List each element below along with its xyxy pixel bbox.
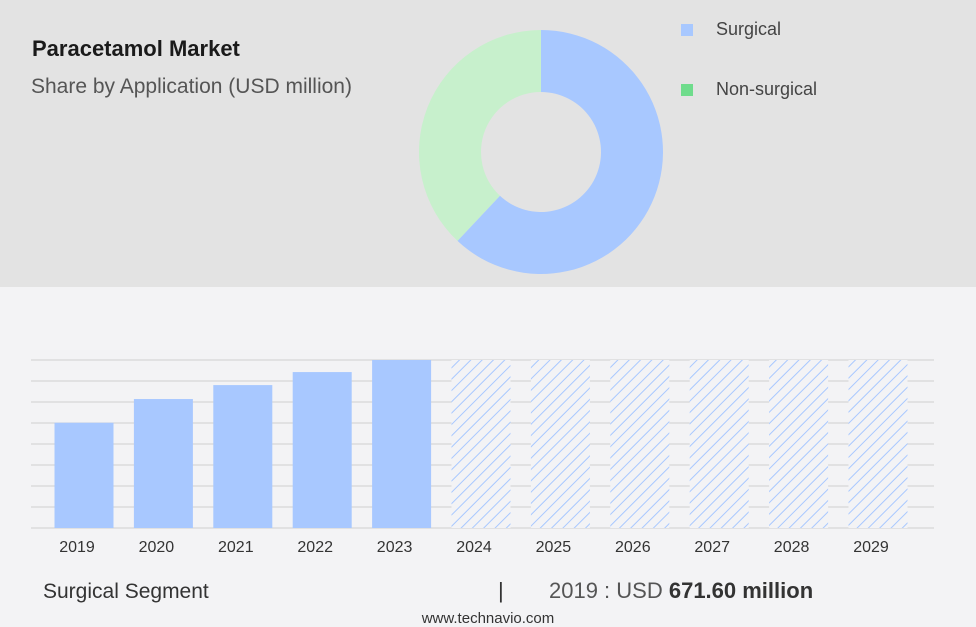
x-tick-label: 2023: [377, 539, 413, 556]
x-tick-label: 2025: [536, 539, 572, 556]
segment-amount: 671.60 million: [668, 578, 814, 603]
legend-swatch-non-surgical: [681, 84, 693, 96]
x-tick-label: 2028: [774, 539, 810, 556]
forecast-bar-2024: [451, 360, 511, 528]
donut-slice-non-surgical: [419, 30, 541, 241]
x-tick-label: 2029: [853, 539, 889, 556]
segment-value: 2019 : USD 671.60 million: [549, 578, 813, 604]
footer-separator: |: [498, 578, 504, 603]
x-tick-label: 2024: [456, 539, 492, 556]
donut-chart: [419, 30, 663, 274]
chart-subtitle: Share by Application (USD million): [31, 75, 352, 98]
forecast-bar-2026: [610, 360, 670, 528]
bar-2023: [372, 360, 432, 528]
forecast-bar-2027: [689, 360, 749, 528]
forecast-bar-2025: [530, 360, 590, 528]
legend-label-non-surgical: Non-surgical: [716, 79, 818, 99]
chart-title: Paracetamol Market: [32, 36, 240, 61]
bar-2019: [54, 422, 114, 528]
segment-year: 2019 : USD: [549, 578, 669, 603]
segment-label: Surgical Segment: [43, 580, 209, 603]
bar-2021: [213, 385, 273, 528]
donut-slice-surgical: [457, 30, 663, 274]
x-tick-label: 2027: [694, 539, 730, 556]
x-tick-label: 2026: [615, 539, 651, 556]
x-tick-label: 2020: [139, 539, 175, 556]
bar-2020: [133, 399, 193, 528]
x-tick-label: 2022: [297, 539, 333, 556]
forecast-bar-2028: [769, 360, 829, 528]
website-link[interactable]: www.technavio.com: [421, 610, 555, 627]
legend-swatch-surgical: [681, 24, 693, 36]
legend-label-surgical: Surgical: [716, 19, 782, 39]
bar-2022: [292, 372, 352, 528]
x-tick-label: 2021: [218, 539, 254, 556]
x-tick-label: 2019: [59, 539, 95, 556]
bar-chart: 2019 2020 2021 2022 2023 2024 2025 2026 2027 2028…: [31, 359, 934, 556]
forecast-bar-2029: [848, 360, 908, 528]
